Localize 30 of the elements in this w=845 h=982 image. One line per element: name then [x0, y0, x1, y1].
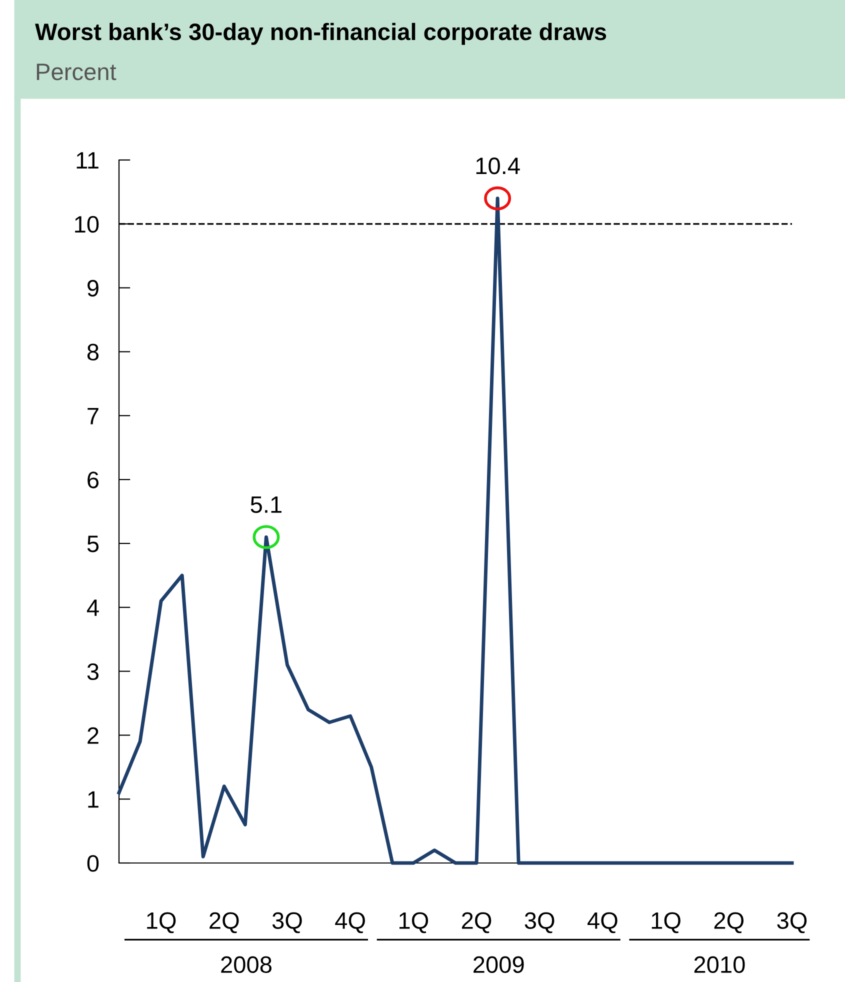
- text: 2010: [694, 956, 745, 974]
- y-tick-label: 6: [88, 472, 99, 488]
- y-tick-label: 7: [88, 408, 98, 424]
- text: 2008: [221, 956, 272, 974]
- x-tick-label: 3Q: [524, 912, 554, 934]
- y-tick-label: 11: [76, 152, 98, 169]
- annotation: 10.4: [476, 158, 520, 174]
- y-tick-label: 3: [87, 663, 99, 680]
- x-tick-label: 2Q: [714, 912, 744, 934]
- x-tick-label: 3Q: [272, 912, 302, 934]
- chart-subtitle: Percent: [36, 64, 116, 80]
- x-tick-label: 3Q: [777, 912, 807, 934]
- x-tick-label: 4Q: [335, 912, 365, 934]
- chart-title: Worst bank’s 30-day non-financial corporate draws: [35, 22, 606, 45]
- y-tick-label: 10: [75, 216, 99, 233]
- x-tick-label: 4Q: [588, 912, 618, 934]
- x-tick-label: 2Q: [462, 912, 492, 934]
- y-tick-label: 0: [87, 855, 99, 872]
- y-tick-label: 9: [88, 280, 98, 297]
- y-tick-label: 4: [86, 600, 99, 616]
- y-tick-label: 5: [87, 536, 99, 552]
- y-tick-label: 2: [88, 727, 98, 744]
- text: 2009: [474, 956, 524, 974]
- y-tick-label: 1: [88, 791, 98, 808]
- x-tick-label: 1Q: [147, 912, 176, 934]
- x-tick-label: 1Q: [399, 912, 428, 934]
- x-tick-label: 1Q: [652, 912, 680, 934]
- annotation: 5.1: [250, 496, 282, 513]
- y-tick-label: 8: [87, 344, 99, 361]
- x-tick-label: 2Q: [210, 912, 239, 934]
